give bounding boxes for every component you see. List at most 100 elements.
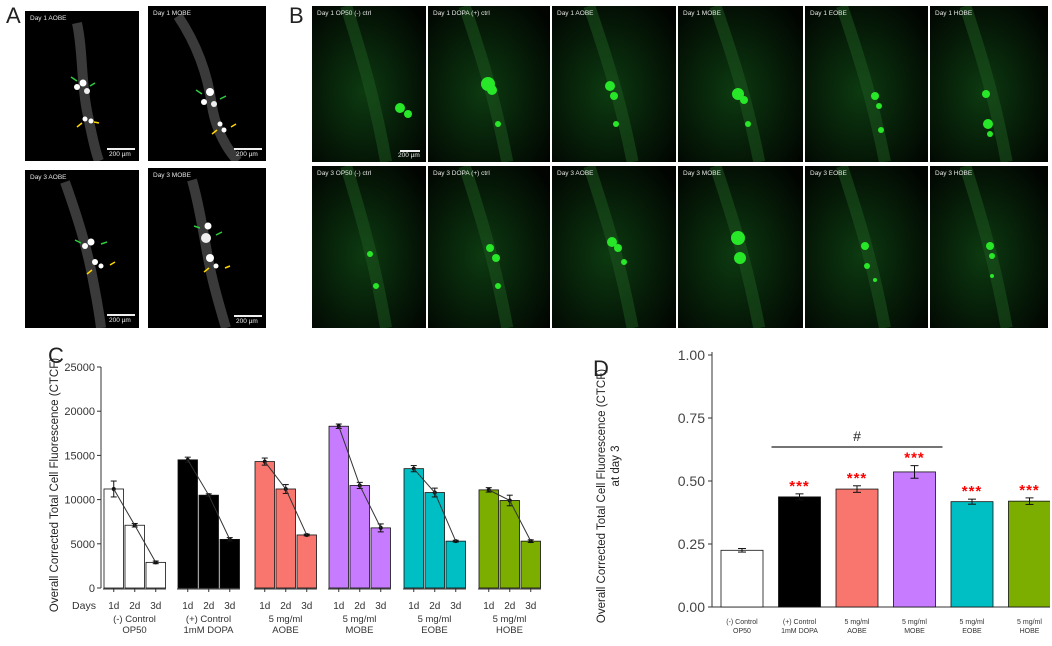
scale-bar-label: 200 µm [236, 151, 258, 158]
scale-bar-label: 200 µm [109, 151, 131, 158]
bar [328, 425, 349, 589]
x-tick-label: 3d [450, 601, 461, 612]
worm-micrograph [930, 6, 1048, 162]
panel-b-image: Day 3 AOBE [552, 166, 676, 328]
significance-marker: *** [789, 478, 810, 495]
x-tick-label: (+) Control [783, 619, 817, 626]
image-label: Day 3 MOBE [683, 170, 721, 177]
group-label: 5 mg/ml [493, 614, 527, 625]
mean-point [453, 539, 458, 544]
group-label: AOBE [272, 625, 298, 636]
chart-d: Overall Corrected Total Cell Fluorescenc… [596, 347, 1050, 635]
panel-a-image-day1-mobe: Day 1 MOBE 200 µm [148, 6, 266, 161]
worm-micrograph [428, 6, 550, 162]
bar [835, 488, 879, 608]
y-tick-label: 5000 [71, 539, 95, 551]
x-tick-label: 2d [129, 601, 140, 612]
bar [478, 489, 499, 589]
chart-c-bars [103, 423, 541, 589]
worm-micrograph [678, 166, 803, 328]
group-label: HOBE [496, 625, 523, 636]
group-label: (+) Control [186, 614, 231, 625]
bar [520, 540, 541, 589]
x-tick-label: 2d [280, 601, 291, 612]
image-label: Day 1 MOBE [153, 10, 191, 17]
chart-d-bars: *** *** *** *** *** # [720, 428, 1050, 608]
worm-micrograph [805, 6, 928, 162]
trend-line [413, 468, 457, 542]
bar [424, 492, 445, 589]
bar [1008, 500, 1050, 608]
worm-micrograph [552, 166, 676, 328]
x-tick-label: 1d [408, 601, 419, 612]
bar [124, 524, 145, 589]
panel-c-letter: C [48, 343, 64, 368]
group-label: 5 mg/ml [343, 614, 377, 625]
y-axis-label-line: Overall Corrected Total Cell Fluorescenc… [596, 369, 608, 623]
trend-line [338, 426, 382, 529]
panel-b-image: Day 1 MOBE [678, 6, 803, 162]
image-label: Day 1 HOBE [935, 10, 973, 17]
bar [177, 459, 198, 589]
x-tick-label: 1mM DOPA [781, 628, 818, 635]
worm-micrograph [187, 178, 231, 328]
bar [893, 471, 936, 608]
group-label: OP50 [122, 625, 146, 636]
group-label: MOBE [346, 625, 374, 636]
bar [778, 496, 821, 608]
panel-d-letter: D [593, 356, 609, 381]
y-tick-label: 15000 [64, 450, 95, 462]
scale-bar-label: 200 µm [236, 318, 258, 325]
x-days-label: Days [72, 600, 96, 612]
chart-c-axes: 0 5000 10000 15000 20000 25000 Days 1d 2d 3d (-) C… [64, 362, 541, 636]
scale-bar-label: 200 µm [109, 317, 131, 324]
x-tick-label: 1d [333, 601, 344, 612]
x-tick-label: 3d [375, 601, 386, 612]
chart-c: Overall Corrected Total Cell Fluorescenc… [49, 358, 541, 636]
bar [349, 485, 370, 589]
panel-b-image: Day 1 AOBE [552, 6, 676, 162]
y-tick-label: 0.75 [678, 410, 705, 426]
worm-micrograph [805, 166, 928, 328]
group-label: 1mM DOPA [184, 625, 235, 636]
bar [296, 534, 317, 589]
image-label: Day 3 AOBE [30, 174, 67, 181]
panel-a-image-day3-aobe: Day 3 AOBE 200 µm [25, 170, 139, 328]
y-tick-label: 0.50 [678, 473, 705, 489]
x-tick-label: MOBE [904, 628, 925, 635]
x-tick-label: 3d [525, 601, 536, 612]
x-tick-label: EOBE [962, 628, 982, 635]
panel-b-image: Day 1 EOBE [805, 6, 928, 162]
worm-micrograph [70, 21, 104, 161]
y-tick-label: 25000 [64, 362, 95, 374]
panel-b-image: Day 3 OP50 (-) ctrl [312, 166, 426, 328]
trend-line [113, 488, 157, 563]
image-label: Day 1 MOBE [683, 10, 721, 17]
panel-b-image: Day 1 DOPA (+) ctrl [428, 6, 550, 162]
worm-micrograph [173, 13, 242, 161]
x-tick-label: 1d [483, 601, 494, 612]
image-label: Day 1 AOBE [557, 10, 594, 17]
y-tick-label: 1.00 [678, 347, 705, 363]
scale-bar [234, 148, 262, 150]
image-label: Day 3 HOBE [935, 170, 973, 177]
panel-b-image: Day 3 MOBE [678, 166, 803, 328]
trend-line [187, 459, 231, 540]
significance-marker: *** [904, 450, 925, 467]
panel-a-image-day3-mobe: Day 3 MOBE 200 µm [148, 168, 266, 328]
trend-line [488, 489, 532, 542]
worm-micrograph [60, 180, 116, 328]
bar [254, 461, 275, 589]
y-tick-label: 10000 [64, 495, 95, 507]
comparison-label: # [853, 428, 861, 444]
panel-b-image: Day 1 HOBE [930, 6, 1048, 162]
x-tick-label: 5 mg/ml [1017, 619, 1042, 626]
x-tick-label: 5 mg/ml [902, 619, 927, 626]
group-label: (-) Control [113, 614, 156, 625]
worm-micrograph [428, 166, 550, 328]
group-label: 5 mg/ml [269, 614, 303, 625]
image-label: Day 3 OP50 (-) ctrl [317, 170, 372, 177]
mean-point [528, 539, 533, 544]
bar [720, 549, 764, 608]
worm-micrograph [312, 166, 426, 328]
